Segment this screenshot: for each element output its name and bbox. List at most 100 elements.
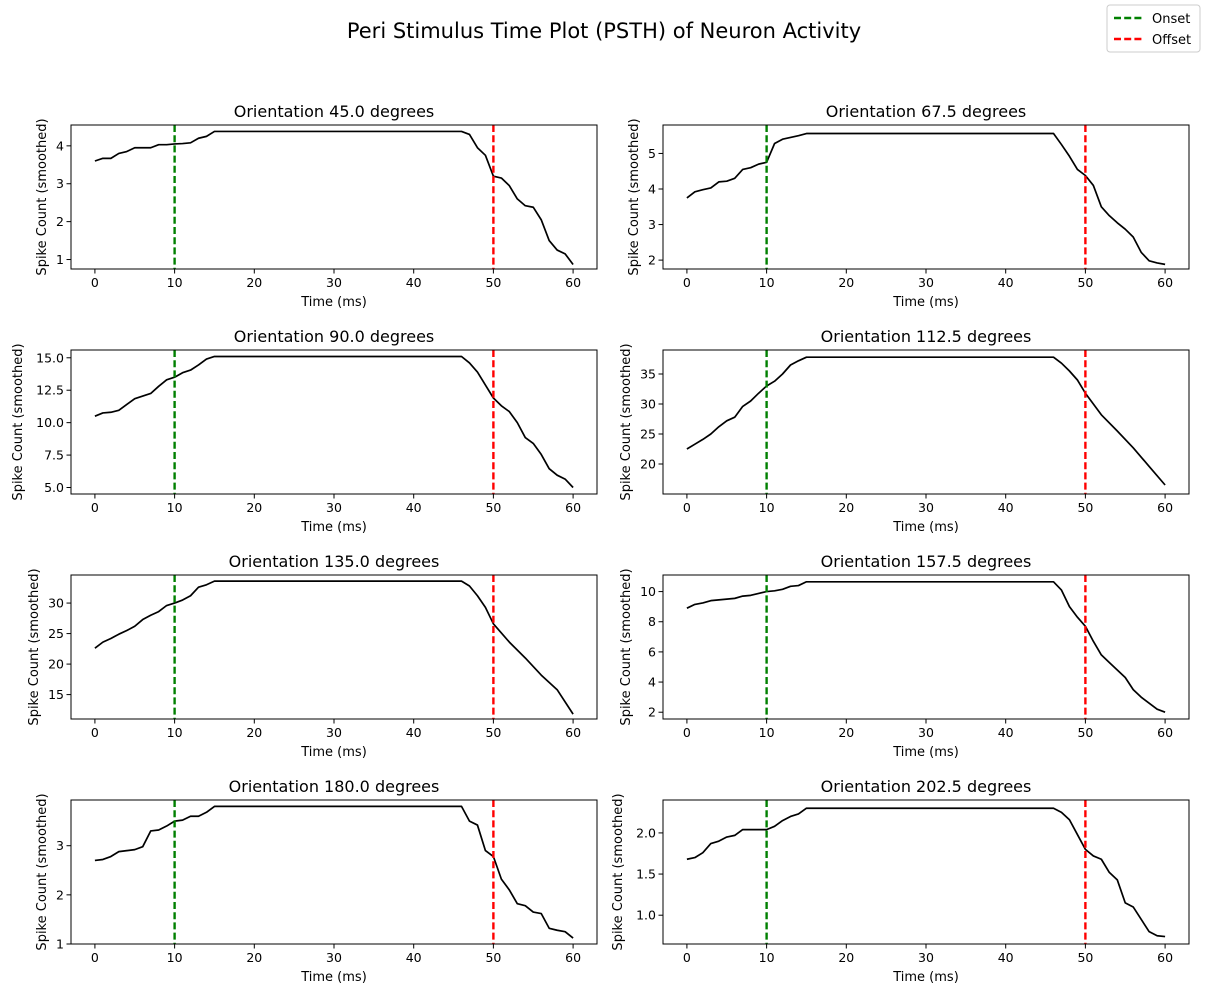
x-tick-label: 50 <box>1077 500 1093 515</box>
x-tick-label: 50 <box>485 725 501 740</box>
psth-line <box>686 356 1166 486</box>
y-tick-label: 5.0 <box>44 480 64 495</box>
x-tick-label: 20 <box>246 275 262 290</box>
legend-offset-label: Offset <box>1152 33 1191 48</box>
psth-line <box>686 580 1166 714</box>
y-tick-label: 2 <box>648 705 656 720</box>
x-tick-label: 30 <box>326 950 342 965</box>
y-tick-label: 2.0 <box>636 825 656 840</box>
subplot-title: Orientation 45.0 degrees <box>234 102 435 121</box>
x-tick-label: 60 <box>565 275 581 290</box>
x-tick-label: 50 <box>485 275 501 290</box>
x-tick-label: 30 <box>918 500 934 515</box>
y-tick-label: 2 <box>56 887 64 902</box>
x-tick-label: 0 <box>683 725 691 740</box>
x-tick-label: 20 <box>838 725 854 740</box>
x-tick-label: 20 <box>246 500 262 515</box>
y-tick-label: 10.0 <box>36 415 64 430</box>
x-tick-label: 60 <box>1157 500 1173 515</box>
x-tick-label: 0 <box>91 275 99 290</box>
y-tick-label: 4 <box>648 675 656 690</box>
x-axis-label: Time (ms) <box>892 970 959 985</box>
x-tick-label: 50 <box>485 500 501 515</box>
subplot-title: Orientation 157.5 degrees <box>821 552 1032 571</box>
x-tick-label: 30 <box>326 725 342 740</box>
y-axis-label: Spike Count (smoothed) <box>27 568 42 725</box>
x-tick-label: 40 <box>998 500 1014 515</box>
y-tick-label: 6 <box>648 644 656 659</box>
x-tick-label: 20 <box>838 275 854 290</box>
y-tick-label: 4 <box>56 138 64 153</box>
x-tick-label: 0 <box>683 275 691 290</box>
x-tick-label: 0 <box>91 500 99 515</box>
y-tick-label: 2 <box>648 253 656 268</box>
y-tick-label: 35 <box>640 367 656 382</box>
y-tick-label: 3 <box>56 176 64 191</box>
psth-line <box>94 805 574 939</box>
subplot-title: Orientation 135.0 degrees <box>229 552 440 571</box>
x-tick-label: 30 <box>326 500 342 515</box>
subplot-title: Orientation 180.0 degrees <box>229 777 440 796</box>
y-axis-label: Spike Count (smoothed) <box>627 118 642 275</box>
x-tick-label: 60 <box>565 725 581 740</box>
x-tick-label: 30 <box>918 950 934 965</box>
y-tick-label: 1 <box>56 252 64 267</box>
x-tick-label: 30 <box>918 275 934 290</box>
x-axis-label: Time (ms) <box>892 745 959 760</box>
x-tick-label: 10 <box>759 950 775 965</box>
subplot-1: Orientation 45.0 degrees 0 10 20 30 40 50 60 1 2 3… <box>35 102 598 310</box>
x-tick-label: 60 <box>1157 950 1173 965</box>
x-tick-label: 60 <box>1157 275 1173 290</box>
y-tick-label: 15.0 <box>36 350 64 365</box>
legend-frame <box>1106 4 1201 53</box>
subplot-6: Orientation 157.5 degrees 0 10 20 30 40 50 60 2 4… <box>619 552 1190 760</box>
x-tick-label: 50 <box>485 950 501 965</box>
subplot-5: Orientation 135.0 degrees 0 10 20 30 40 50 60 15… <box>27 552 598 760</box>
x-tick-label: 10 <box>759 275 775 290</box>
subplot-2: Orientation 67.5 degrees 0 10 20 30 40 50 60 2 3 4… <box>627 102 1190 310</box>
x-tick-label: 10 <box>759 500 775 515</box>
x-tick-label: 20 <box>838 950 854 965</box>
subplot-title: Orientation 67.5 degrees <box>826 102 1027 121</box>
y-tick-label: 12.5 <box>36 383 64 398</box>
subplot-8: Orientation 202.5 degrees 0 10 20 30 40 50 60 1.… <box>611 777 1190 985</box>
y-tick-label: 7.5 <box>44 448 64 463</box>
x-tick-label: 50 <box>1077 725 1093 740</box>
x-tick-label: 60 <box>565 950 581 965</box>
y-tick-label: 1.0 <box>636 908 656 923</box>
x-tick-label: 10 <box>167 950 183 965</box>
y-tick-label: 30 <box>48 596 64 611</box>
x-tick-label: 40 <box>998 725 1014 740</box>
y-tick-label: 10 <box>640 584 656 599</box>
subplot-3: Orientation 90.0 degrees 0 10 20 30 40 50 60 5.0… <box>11 327 598 535</box>
x-tick-label: 0 <box>91 725 99 740</box>
x-tick-label: 50 <box>1077 950 1093 965</box>
subplot-title: Orientation 112.5 degrees <box>821 327 1032 346</box>
x-tick-label: 60 <box>565 500 581 515</box>
psth-line <box>94 580 574 715</box>
x-tick-label: 40 <box>406 500 422 515</box>
y-tick-label: 1.5 <box>636 867 656 882</box>
x-axis-label: Time (ms) <box>300 745 367 760</box>
y-tick-label: 4 <box>648 182 656 197</box>
y-tick-label: 20 <box>640 457 656 472</box>
x-tick-label: 40 <box>406 725 422 740</box>
x-axis-label: Time (ms) <box>892 520 959 535</box>
x-tick-label: 30 <box>918 725 934 740</box>
x-tick-label: 10 <box>167 500 183 515</box>
y-axis-label: Spike Count (smoothed) <box>35 118 50 275</box>
y-axis-label: Spike Count (smoothed) <box>611 793 626 950</box>
y-tick-label: 1 <box>56 937 64 952</box>
x-tick-label: 50 <box>1077 275 1093 290</box>
y-tick-label: 3 <box>56 838 64 853</box>
x-axis-label: Time (ms) <box>300 520 367 535</box>
legend-onset-label: Onset <box>1152 12 1190 27</box>
y-tick-label: 30 <box>640 397 656 412</box>
x-tick-label: 10 <box>167 275 183 290</box>
y-tick-label: 25 <box>48 626 64 641</box>
figure-title: Peri Stimulus Time Plot (PSTH) of Neuron… <box>347 19 861 43</box>
x-axis-label: Time (ms) <box>300 295 367 310</box>
y-tick-label: 2 <box>56 214 64 229</box>
